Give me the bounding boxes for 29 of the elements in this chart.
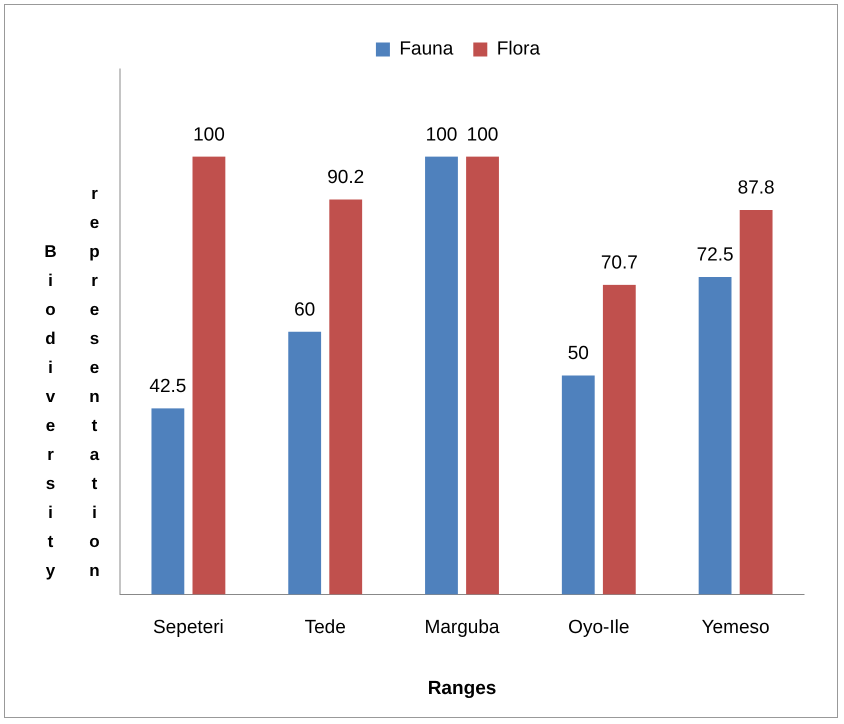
bar — [602, 284, 636, 594]
x-tick-label: Oyo-Ile — [568, 617, 630, 638]
data-label: 100 — [426, 124, 458, 146]
legend-label: Fauna — [399, 38, 454, 60]
bar — [466, 156, 499, 594]
bar — [192, 156, 226, 594]
text: Biodiversity representation — [41, 184, 104, 590]
x-tick-label: Marguba — [424, 617, 500, 638]
data-label: 100 — [193, 124, 225, 146]
bar — [288, 332, 322, 594]
x-tick-label: Tede — [304, 617, 346, 638]
data-label: 100 — [466, 124, 498, 146]
bar — [740, 210, 773, 594]
data-label: 87.8 — [738, 178, 775, 199]
bar — [425, 156, 458, 594]
data-label: 90.2 — [327, 167, 364, 188]
data-label: 42.5 — [149, 376, 186, 398]
x-tick-label: Sepeteri — [153, 617, 224, 638]
data-label: 70.7 — [600, 252, 638, 274]
data-label: 60 — [294, 299, 316, 320]
bar — [329, 199, 362, 594]
x-axis-title: Ranges — [428, 678, 496, 699]
bar — [562, 375, 595, 594]
bar — [151, 408, 184, 594]
data-label: 50 — [568, 343, 589, 364]
legend-label: Flora — [496, 38, 541, 60]
x-tick-label: Yemeso — [702, 617, 770, 638]
bar — [698, 276, 732, 594]
data-label: 72.5 — [696, 244, 734, 266]
